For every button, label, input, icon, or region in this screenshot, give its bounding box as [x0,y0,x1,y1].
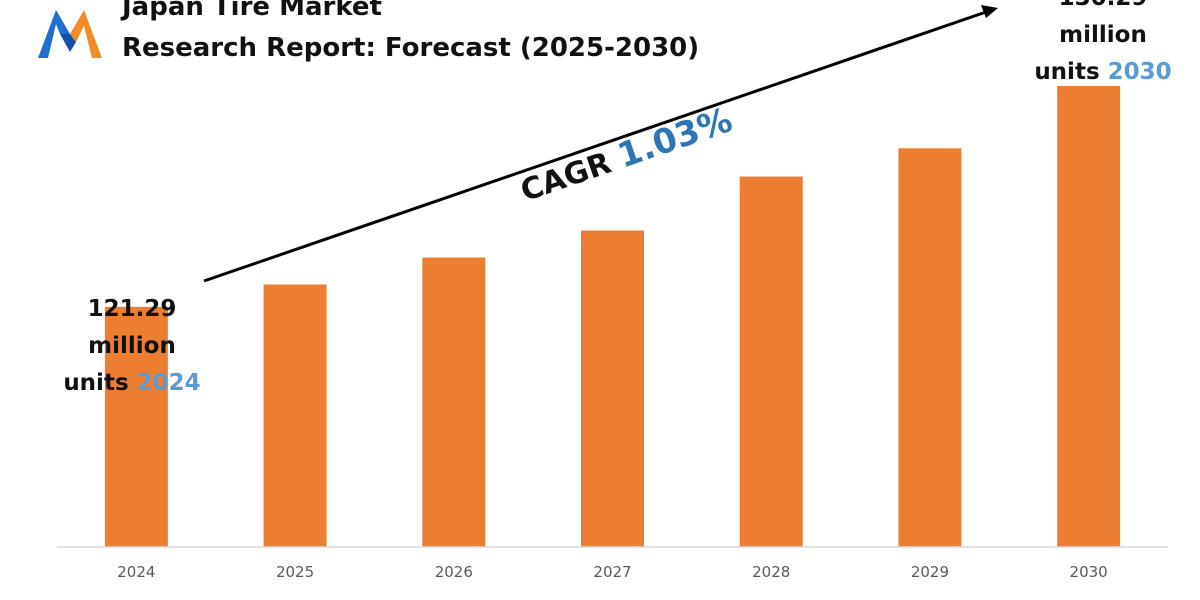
trend-arrow-head [981,5,998,18]
bar-2027 [581,230,644,547]
bar-2026 [422,257,486,547]
x-tick-label-2025: 2025 [276,563,314,581]
bar-2029 [898,148,962,547]
end-value: 130.29 [1028,0,1178,17]
end-year: 2030 [1107,59,1172,85]
x-tick-label-2030: 2030 [1070,563,1108,581]
m-logo-icon [38,10,102,58]
trend-arrow [203,10,987,283]
start-unit-prefix: units [63,370,129,396]
x-tick-label-2026: 2026 [435,563,473,581]
x-tick-label-2027: 2027 [593,563,631,581]
x-tick-label-2028: 2028 [752,563,790,581]
x-tick-label-2029: 2029 [911,563,949,581]
chart-title-line-1: Japan Tire Market [122,0,382,22]
bar-2024 [104,306,168,547]
end-unit-prefix: units [1034,59,1100,85]
end-unit-line: million [1059,22,1147,48]
x-tick-label-2024: 2024 [117,563,155,581]
start-value: 121.29 [87,296,177,322]
start-unit-line: million [88,333,176,359]
start-year: 2024 [136,370,201,396]
start-value-callout: 121.29 million units 2024 [56,291,208,402]
end-value-callout: 130.29 million units 2030 [1028,0,1178,91]
chart-title-line-2: Research Report: Forecast (2025-2030) [122,33,700,63]
bar-2028 [739,176,803,547]
bar-2025 [263,284,327,547]
bar-2030 [1057,86,1121,547]
